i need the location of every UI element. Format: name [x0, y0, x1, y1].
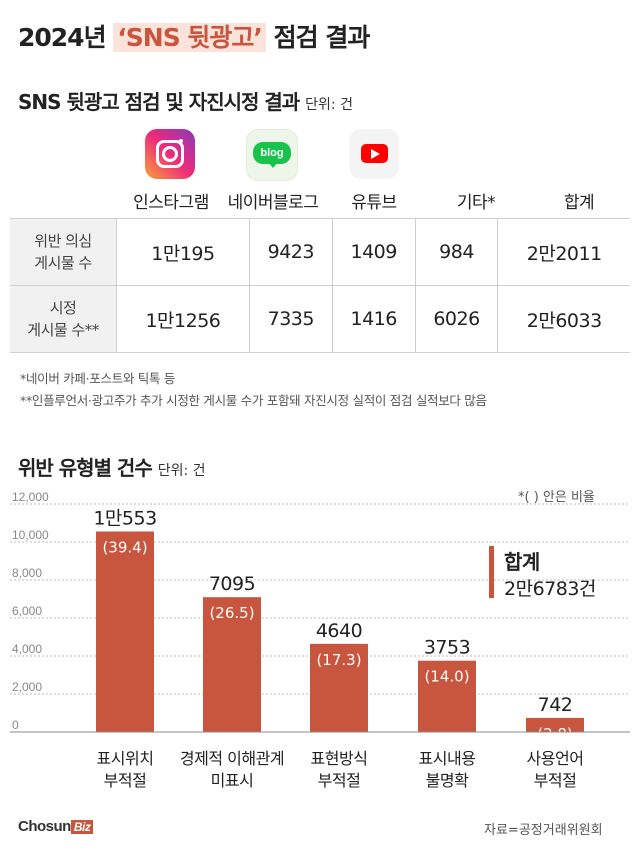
ratio-annotation: *( ) 안은 비율: [518, 490, 595, 505]
table-unit: 단위: 건: [305, 97, 353, 113]
bar-percent-label: (2.8): [537, 725, 573, 743]
chart-section-title: 위반 유형별 건수 단위: 건: [18, 456, 206, 480]
column-header-etc: 기타*: [456, 193, 496, 213]
total-accent-bar: [489, 546, 494, 598]
category-label: 경제적 이해관계: [180, 749, 284, 768]
bar-value-label: 7095: [209, 573, 255, 595]
footnote-1: *네이버 카페·포스트와 틱톡 등: [20, 371, 176, 386]
category-label: 부적절: [318, 771, 361, 790]
table-cell: 7335: [248, 285, 333, 353]
table-cell: 984: [414, 218, 498, 286]
bar-percent-label: (26.5): [209, 604, 254, 622]
stats-table: 위반 의심 게시물 수 1만195 9423 1409 984 2만2011 시정…: [10, 218, 630, 353]
column-header-instagram: 인스타그램: [133, 193, 209, 213]
row-header: 시정 게시물 수**: [10, 285, 117, 353]
total-label: 합계: [504, 550, 540, 574]
total-value: 2만6783건: [504, 578, 596, 600]
category-label: 표현방식: [311, 749, 368, 768]
bar: [96, 531, 154, 732]
bar-value-label: 742: [538, 694, 573, 716]
category-label: 미표시: [211, 771, 254, 790]
bar-chart: 0 2,000 4,000 6,000 8,000 10,000 12,000 1만553 (3…: [10, 490, 630, 790]
y-tick-label: 10,000: [12, 528, 49, 542]
naver-blog-icon: blog: [246, 129, 298, 181]
category-label: 부적절: [104, 771, 147, 790]
column-header-naver-blog: 네이버블로그: [227, 193, 319, 213]
bar: [203, 597, 261, 732]
bar-value-label: 4640: [316, 620, 362, 642]
table-cell: 2만2011: [497, 218, 630, 286]
category-label: 불명확: [426, 771, 469, 790]
y-tick-label: 2,000: [12, 680, 42, 694]
bar-percent-label: (39.4): [102, 538, 147, 556]
table-cell: 2만6033: [497, 285, 630, 353]
page-title: 2024년 ‘SNS 뒷광고’ 점검 결과: [18, 23, 370, 52]
source-credit: 자료=공정거래위원회: [484, 823, 603, 838]
y-tick-label: 6,000: [12, 604, 42, 618]
table-cell: 1만195: [116, 218, 250, 286]
bar-value-label: 3753: [424, 637, 470, 659]
column-header-youtube: 유튜브: [351, 193, 397, 213]
youtube-icon: [349, 129, 399, 179]
bar: [418, 660, 476, 732]
category-label: 부적절: [534, 771, 577, 790]
bar-value-label: 1만553: [93, 507, 156, 529]
instagram-icon: [145, 129, 195, 179]
table-cell: 1416: [331, 285, 416, 353]
category-label: 표시내용: [419, 749, 476, 768]
table-cell: 1만1256: [116, 285, 250, 353]
y-tick-label: 0: [12, 718, 19, 732]
table-cell: 1409: [331, 218, 416, 286]
table-cell: 6026: [414, 285, 498, 353]
table-row: 시정 게시물 수** 1만1256 7335 1416 6026 2만6033: [10, 285, 630, 353]
chart-unit: 단위: 건: [157, 463, 206, 479]
row-header: 위반 의심 게시물 수: [10, 218, 117, 286]
category-label: 표시위치: [97, 749, 154, 768]
y-tick-label: 8,000: [12, 566, 42, 580]
category-label: 사용언어: [527, 749, 584, 768]
table-section-title: SNS 뒷광고 점검 및 자진시정 결과 단위: 건: [18, 90, 353, 114]
column-header-total: 합계: [563, 193, 595, 213]
brand-logo: Chosun Biz: [18, 818, 94, 835]
bar-percent-label: (14.0): [424, 668, 469, 686]
y-tick-label: 12,000: [12, 490, 49, 504]
table-row: 위반 의심 게시물 수 1만195 9423 1409 984 2만2011: [10, 218, 630, 286]
table-cell: 9423: [248, 218, 333, 286]
bar: [310, 643, 368, 732]
y-tick-label: 4,000: [12, 642, 42, 656]
bar-percent-label: (17.3): [316, 651, 361, 669]
title-highlight: ‘SNS 뒷광고’: [113, 23, 266, 52]
footnote-2: **인플루언서·광고주가 추가 시정한 게시물 수가 포함돼 자진시정 실적이 …: [20, 393, 487, 408]
bar: [526, 717, 584, 732]
